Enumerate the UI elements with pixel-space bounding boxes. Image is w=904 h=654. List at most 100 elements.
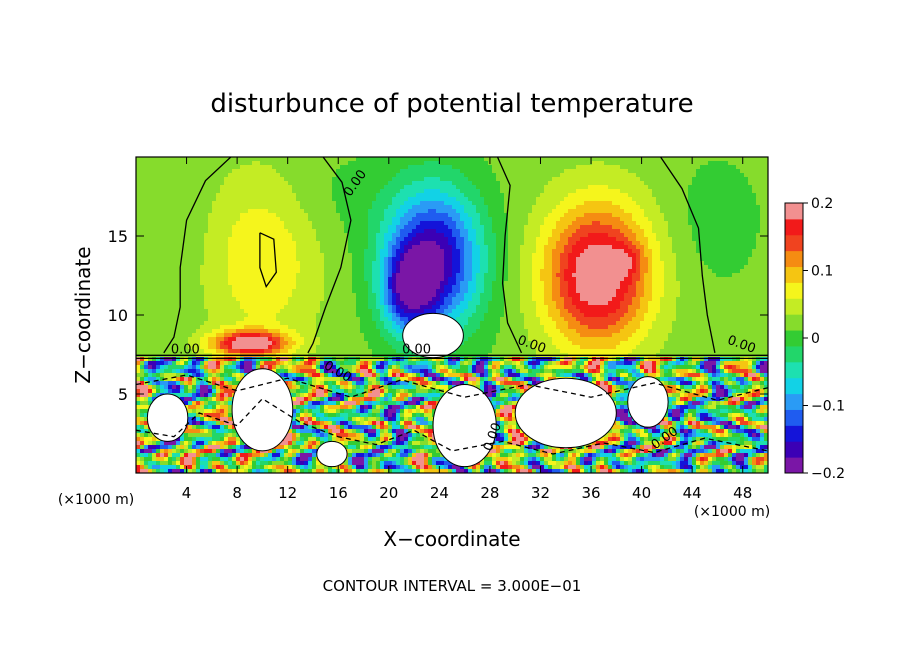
heatmap-cell <box>380 445 385 450</box>
heatmap-cell <box>136 393 141 398</box>
heatmap-cell <box>176 173 181 178</box>
heatmap-cell <box>344 381 349 386</box>
heatmap-cell <box>140 445 145 450</box>
heatmap-cell <box>220 173 225 178</box>
heatmap-cell <box>220 289 225 294</box>
heatmap-cell <box>364 213 369 218</box>
heatmap-cell <box>268 361 273 366</box>
heatmap-cell <box>336 281 341 286</box>
heatmap-cell <box>276 285 281 290</box>
heatmap-cell <box>340 205 345 210</box>
heatmap-cell <box>152 445 157 450</box>
heatmap-cell <box>220 221 225 226</box>
heatmap-cell <box>136 369 141 374</box>
heatmap-cell <box>272 277 277 282</box>
heatmap-cell <box>208 317 213 322</box>
heatmap-cell <box>140 249 145 254</box>
heatmap-cell <box>240 265 245 270</box>
heatmap-cell <box>376 373 381 378</box>
heatmap-cell <box>156 169 161 174</box>
heatmap-cell <box>240 441 245 446</box>
heatmap-cell <box>136 261 141 266</box>
heatmap-cell <box>212 445 217 450</box>
heatmap-cell <box>288 249 293 254</box>
heatmap-cell <box>168 361 173 366</box>
heatmap-cell <box>200 369 205 374</box>
heatmap-cell <box>228 361 233 366</box>
heatmap-cell <box>208 417 213 422</box>
heatmap-cell <box>152 337 157 342</box>
heatmap-cell <box>308 221 313 226</box>
heatmap-cell <box>288 281 293 286</box>
heatmap-cell <box>216 385 221 390</box>
heatmap-cell <box>324 245 329 250</box>
heatmap-cell <box>292 397 297 402</box>
heatmap-cell <box>268 217 273 222</box>
heatmap-cell <box>260 325 265 330</box>
heatmap-cell <box>304 217 309 222</box>
heatmap-cell <box>380 193 385 198</box>
heatmap-cell <box>204 341 209 346</box>
heatmap-cell <box>324 325 329 330</box>
heatmap-cell <box>304 177 309 182</box>
heatmap-cell <box>212 417 217 422</box>
heatmap-cell <box>216 229 221 234</box>
heatmap-cell <box>172 345 177 350</box>
heatmap-cell <box>208 469 213 473</box>
heatmap-cell <box>384 373 389 378</box>
heatmap-cell <box>252 309 257 314</box>
heatmap-cell <box>292 309 297 314</box>
heatmap-cell <box>228 469 233 473</box>
heatmap-cell <box>272 257 277 262</box>
heatmap-cell <box>360 413 365 418</box>
heatmap-cell <box>352 221 357 226</box>
heatmap-cell <box>192 177 197 182</box>
heatmap-cell <box>288 321 293 326</box>
heatmap-cell <box>236 285 241 290</box>
heatmap-cell <box>348 457 353 462</box>
heatmap-cell <box>220 393 225 398</box>
heatmap-cell <box>152 265 157 270</box>
heatmap-cell <box>384 453 389 458</box>
heatmap-cell <box>252 317 257 322</box>
heatmap-cell <box>196 261 201 266</box>
heatmap-cell <box>252 305 257 310</box>
heatmap-cell <box>140 297 145 302</box>
heatmap-cell <box>320 349 325 354</box>
heatmap-cell <box>368 177 373 182</box>
heatmap-cell <box>308 193 313 198</box>
heatmap-cell <box>312 437 317 442</box>
heatmap-cell <box>192 365 197 370</box>
heatmap-cell <box>136 225 141 230</box>
heatmap-cell <box>336 369 341 374</box>
heatmap-cell <box>228 413 233 418</box>
heatmap-cell <box>256 237 261 242</box>
heatmap-cell <box>368 333 373 338</box>
heatmap-cell <box>268 365 273 370</box>
heatmap-cell <box>328 249 333 254</box>
heatmap-cell <box>208 449 213 454</box>
heatmap-cell <box>228 341 233 346</box>
heatmap-cell <box>160 305 165 310</box>
heatmap-cell <box>364 357 369 362</box>
heatmap-cell <box>184 357 189 362</box>
heatmap-cell <box>192 289 197 294</box>
heatmap-cell <box>316 341 321 346</box>
heatmap-cell <box>228 377 233 382</box>
heatmap-cell <box>148 461 153 466</box>
heatmap-cell <box>144 285 149 290</box>
heatmap-cell <box>292 165 297 170</box>
heatmap-cell <box>384 405 389 410</box>
heatmap-cell <box>260 301 265 306</box>
heatmap-cell <box>136 309 141 314</box>
heatmap-cell <box>308 297 313 302</box>
heatmap-cell <box>176 249 181 254</box>
heatmap-cell <box>304 405 309 410</box>
heatmap-cell <box>312 301 317 306</box>
heatmap-cell <box>336 285 341 290</box>
heatmap-cell <box>284 189 289 194</box>
heatmap-cell <box>152 321 157 326</box>
heatmap-cell <box>148 469 153 473</box>
heatmap-cell <box>156 457 161 462</box>
heatmap-cell <box>292 225 297 230</box>
